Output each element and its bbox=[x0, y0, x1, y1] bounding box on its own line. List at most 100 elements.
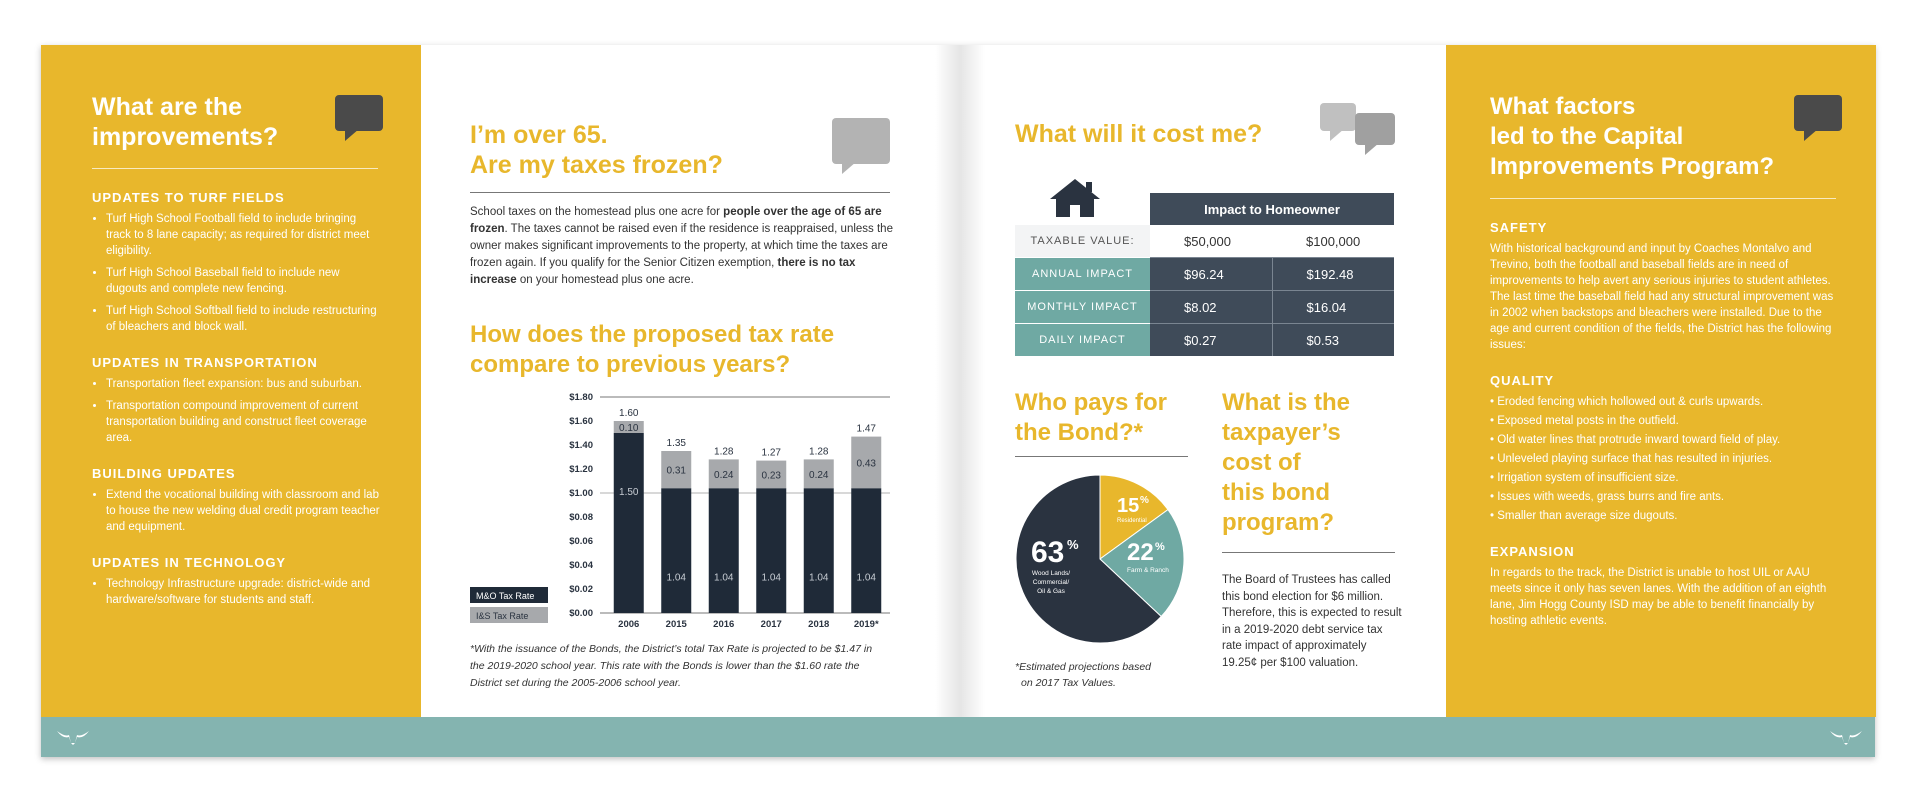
table-cell: $8.02 bbox=[1150, 290, 1273, 324]
bar-mo bbox=[851, 488, 882, 613]
x-tick-label: 2006 bbox=[618, 619, 639, 630]
rate-title-line2: compare to previous years? bbox=[470, 351, 791, 378]
list-item: Technology Infrastructure upgrade: distr… bbox=[106, 576, 382, 608]
over65-text: on your homestead plus one acre. bbox=[516, 274, 694, 286]
bar-is bbox=[803, 459, 834, 489]
y-tick-label: $0.02 bbox=[569, 584, 593, 595]
row-label: MONTHLY IMPACT bbox=[1015, 290, 1150, 324]
who-footnote-line2: on 2017 Tax Values. bbox=[1021, 677, 1116, 689]
pie-slice-label: Residential bbox=[1117, 518, 1147, 524]
pie-pct: 22 bbox=[1127, 539, 1154, 566]
bar-is-label: 0.10 bbox=[619, 423, 639, 434]
impact-table: Impact to Homeowner TAXABLE VALUE: $50,00… bbox=[1015, 193, 1394, 356]
bond-payer-pie: 15 % Residential 22 % Farm & Ranch 63 % Wood Lan… bbox=[1015, 474, 1185, 644]
table-cell: $50,000 bbox=[1150, 225, 1272, 258]
pie-slice-label: Oil & Gas bbox=[1037, 588, 1066, 595]
over65-title-line1: I’m over 65. bbox=[470, 121, 608, 149]
bar-is bbox=[708, 459, 739, 489]
row-label: TAXABLE VALUE: bbox=[1015, 225, 1150, 258]
bar-mo-label: 1.04 bbox=[762, 573, 782, 584]
list-item: • Issues with weeds, grass burrs and fir… bbox=[1490, 491, 1725, 503]
over65-body: School taxes on the homestead plus one a… bbox=[470, 204, 895, 289]
safety-heading: SAFETY bbox=[1490, 220, 1548, 235]
who-footnote-line1: *Estimated projections based bbox=[1015, 661, 1151, 673]
divider bbox=[1222, 552, 1395, 553]
quality-list: • Eroded fencing which hollowed out & cu… bbox=[1490, 394, 1835, 524]
over65-text: School taxes on the homestead plus one a… bbox=[470, 206, 724, 218]
list-item: • Irrigation system of insufficient size… bbox=[1490, 472, 1679, 484]
y-tick-label: $1.20 bbox=[569, 464, 593, 475]
bar-total-label: 1.27 bbox=[762, 448, 782, 459]
list-item: • Eroded fencing which hollowed out & cu… bbox=[1490, 396, 1764, 408]
cost-title: What will it cost me? bbox=[1015, 120, 1263, 148]
bar-is bbox=[613, 421, 644, 433]
quality-heading: QUALITY bbox=[1490, 373, 1555, 388]
over65-title: I’m over 65. Are my taxes frozen? bbox=[470, 120, 723, 180]
list-item: Transportation compound improvement of c… bbox=[106, 398, 382, 446]
house-icon bbox=[1050, 179, 1100, 217]
who-title-line2: the Bond?* bbox=[1015, 419, 1143, 446]
chat-bubble-icon bbox=[335, 95, 383, 141]
table-cell: $192.48 bbox=[1272, 257, 1394, 291]
chat-bubble-icon bbox=[1320, 103, 1356, 141]
section-list: Technology Infrastructure upgrade: distr… bbox=[92, 576, 382, 608]
taxpayer-title-line: program? bbox=[1222, 509, 1335, 536]
x-tick-label: 2019* bbox=[854, 619, 879, 630]
factors-content: SAFETY With historical background and in… bbox=[1490, 220, 1835, 629]
bar-is-label: 0.43 bbox=[857, 458, 877, 469]
pie-pct-sign: % bbox=[1140, 495, 1149, 506]
bar-total-label: 1.35 bbox=[667, 438, 687, 449]
pie-pct-sign: % bbox=[1155, 541, 1165, 553]
taxpayer-body: The Board of Trustees has called this bo… bbox=[1222, 574, 1402, 669]
list-item: • Smaller than average size dugouts. bbox=[1490, 510, 1678, 522]
pie-slice bbox=[1099, 474, 1169, 560]
factors-title: What factors led to the Capital Improvem… bbox=[1490, 92, 1774, 182]
bar-mo-label: 1.04 bbox=[714, 573, 734, 584]
divider bbox=[1490, 198, 1836, 199]
impact-header: Impact to Homeowner bbox=[1150, 193, 1394, 225]
pie-pct: 15 bbox=[1117, 495, 1139, 517]
bar-mo-label: 1.04 bbox=[667, 573, 687, 584]
chat-bubble-icon bbox=[1355, 113, 1395, 155]
section-list: Transportation fleet expansion: bus and … bbox=[92, 376, 382, 446]
bar-is-label: 0.23 bbox=[762, 470, 782, 481]
over65-bold: people over the age of 65 are frozen bbox=[470, 206, 882, 235]
table-row: TAXABLE VALUE: $50,000 $100,000 bbox=[1015, 225, 1394, 258]
table-row: MONTHLY IMPACT $8.02 $16.04 bbox=[1015, 290, 1394, 324]
pie-slice bbox=[1099, 508, 1185, 618]
bar-mo bbox=[756, 488, 787, 613]
list-item: Turf High School Baseball field to inclu… bbox=[106, 265, 382, 297]
list-item: Extend the vocational building with clas… bbox=[106, 487, 382, 535]
bar-total-label: 1.47 bbox=[857, 424, 877, 435]
list-item: • Old water lines that protrude inward t… bbox=[1490, 434, 1781, 446]
chat-bubble-icon bbox=[832, 118, 890, 174]
taxpayer-title: What is the taxpayer’s cost of this bond pro… bbox=[1222, 388, 1350, 538]
y-tick-label: $0.08 bbox=[569, 512, 593, 523]
bar-mo bbox=[613, 433, 644, 613]
bar-mo bbox=[803, 488, 834, 613]
who-footnote: *Estimated projections based on 2017 Tax… bbox=[1015, 659, 1151, 691]
bar-total-label: 1.28 bbox=[809, 446, 829, 457]
list-item: • Unleveled playing surface that has res… bbox=[1490, 453, 1773, 465]
pie-slice-label: Wood Lands/ bbox=[1032, 570, 1070, 577]
list-item: Turf High School Football field to inclu… bbox=[106, 211, 382, 259]
taxpayer-title-line: cost of bbox=[1222, 449, 1301, 476]
section-list: Extend the vocational building with clas… bbox=[92, 487, 382, 535]
rate-title-line1: How does the proposed tax rate bbox=[470, 321, 835, 348]
bar-mo bbox=[708, 488, 739, 613]
bar-mo-label: 1.04 bbox=[809, 573, 829, 584]
list-item: Transportation fleet expansion: bus and … bbox=[106, 376, 382, 392]
y-tick-label: $0.04 bbox=[569, 560, 593, 571]
improvements-list: UPDATES TO TURF FIELDS Turf High School F… bbox=[92, 190, 382, 614]
table-row: ANNUAL IMPACT $96.24 $192.48 bbox=[1015, 257, 1394, 291]
over65-text: . The taxes cannot be raised even if the… bbox=[470, 223, 893, 269]
factors-panel bbox=[1446, 45, 1876, 717]
longhorn-icon bbox=[1830, 731, 1862, 745]
row-label: ANNUAL IMPACT bbox=[1015, 257, 1150, 291]
bar-mo bbox=[661, 488, 692, 613]
rate-footnote: *With the issuance of the Bonds, the Dis… bbox=[470, 643, 873, 689]
chat-bubble-icon bbox=[1794, 95, 1842, 141]
row-label: DAILY IMPACT bbox=[1015, 323, 1150, 356]
section-heading: UPDATES IN TRANSPORTATION bbox=[92, 355, 318, 370]
y-tick-label: $1.80 bbox=[569, 392, 593, 403]
